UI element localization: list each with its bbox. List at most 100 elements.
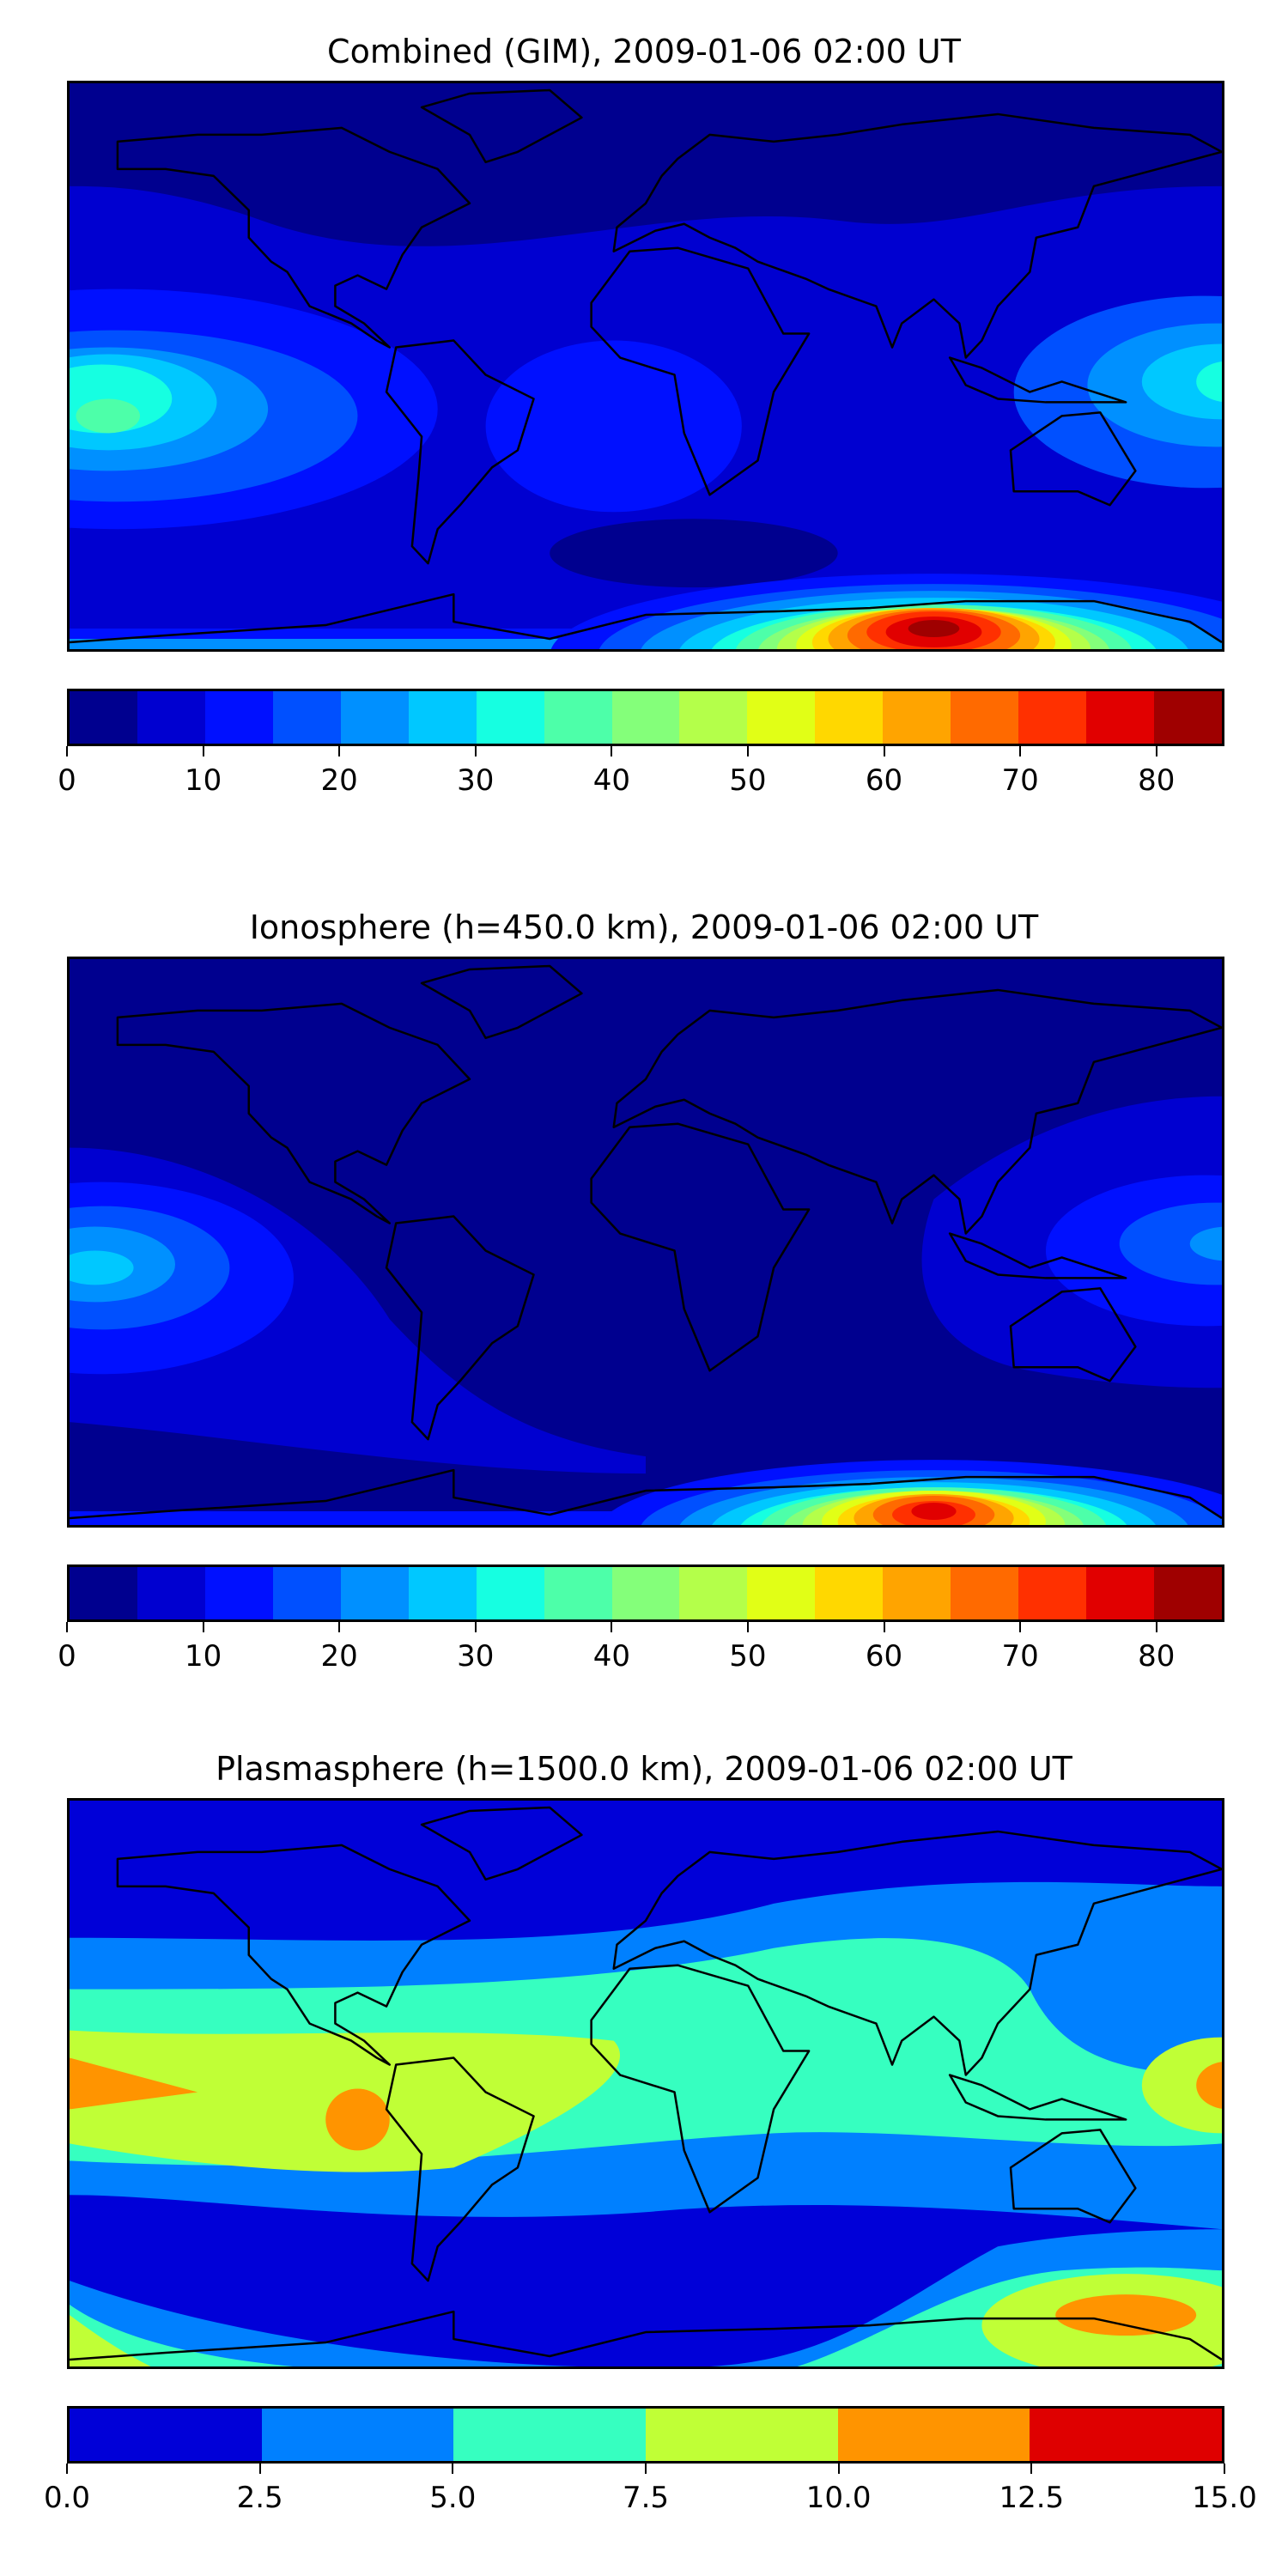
chart-title: Combined (GIM), 2009-01-06 02:00 UT	[327, 33, 961, 70]
tick-mark	[258, 2464, 261, 2474]
contour-fill	[70, 1250, 134, 1285]
tick-label: 30	[457, 763, 495, 798]
chart-title: Ionosphere (h=450.0 km), 2009-01-06 02:0…	[249, 908, 1039, 946]
colorbar-segment	[951, 691, 1019, 744]
colorbar-segment	[340, 1567, 409, 1619]
contour-fill	[550, 519, 838, 588]
colorbar-segment	[1154, 691, 1222, 744]
tick-mark	[837, 2464, 840, 2474]
colorbar-segment	[747, 1567, 816, 1619]
contour-fill	[70, 83, 1222, 246]
tick-mark	[338, 746, 341, 756]
tick-mark	[474, 1622, 477, 1632]
colorbar-ticks: 0 10 20 30 40 50 60 70 80	[58, 1622, 1224, 1691]
colorbar-segment	[408, 1567, 477, 1619]
tick-label: 60	[865, 763, 903, 798]
colorbar-segment	[815, 1567, 884, 1619]
colorbar-segment	[679, 1567, 748, 1619]
colorbar-segment	[137, 1567, 205, 1619]
colorbar-segment	[611, 1567, 680, 1619]
tick-mark	[645, 2464, 647, 2474]
tick-label: 0.0	[43, 2481, 91, 2515]
tec-map	[67, 957, 1224, 1528]
tick-label: 30	[457, 1639, 495, 1674]
colorbar-segment	[340, 691, 409, 744]
tick-label: 20	[320, 1639, 358, 1674]
tick-mark	[66, 2464, 68, 2474]
tick-mark	[66, 746, 68, 756]
tick-label: 5.0	[429, 2481, 477, 2515]
colorbar-segment	[1030, 2409, 1223, 2461]
tick-label: 70	[1001, 1639, 1039, 1674]
tick-label: 10	[184, 1639, 222, 1674]
tec-map	[67, 1798, 1224, 2369]
tick-label: 10	[184, 763, 222, 798]
tick-label: 12.5	[999, 2481, 1065, 2515]
tick-label: 40	[592, 1639, 630, 1674]
tick-mark	[202, 746, 204, 756]
contour-fill	[325, 2088, 390, 2151]
tick-label: 7.5	[622, 2481, 670, 2515]
tick-mark	[746, 746, 749, 756]
colorbar-segment	[272, 1567, 341, 1619]
colorbar-segment	[679, 691, 748, 744]
tick-label: 60	[865, 1639, 903, 1674]
colorbar-segment	[204, 1567, 273, 1619]
colorbar	[67, 689, 1224, 746]
colorbar-segment	[883, 691, 951, 744]
chart-title: Plasmasphere (h=1500.0 km), 2009-01-06 0…	[216, 1750, 1072, 1788]
contour-fill	[70, 2057, 198, 2110]
contour-fill	[911, 1503, 957, 1521]
contour-fill	[1141, 2037, 1222, 2134]
contour-fill	[76, 398, 141, 434]
colorbar-segment	[476, 691, 544, 744]
contour-fill	[1196, 2062, 1222, 2109]
colorbar-segment	[70, 2409, 262, 2461]
colorbar-segment	[611, 691, 680, 744]
tick-label: 20	[320, 763, 358, 798]
tick-mark	[1224, 2464, 1225, 2474]
colorbar-segment	[408, 691, 477, 744]
tick-mark	[474, 746, 477, 756]
tick-label: 50	[729, 1639, 767, 1674]
colorbar-segment	[1018, 691, 1087, 744]
colorbar	[67, 2406, 1224, 2464]
colorbar-segment	[272, 691, 341, 744]
contour-fill	[485, 340, 742, 513]
colorbar	[67, 1564, 1224, 1622]
tick-label: 50	[729, 763, 767, 798]
contour-fill	[1141, 343, 1222, 420]
colorbar-segment	[137, 691, 205, 744]
contour-fill	[70, 2315, 151, 2366]
colorbar-segment	[951, 1567, 1019, 1619]
tick-mark	[611, 746, 613, 756]
tick-mark	[1155, 746, 1157, 756]
contour-fill	[908, 620, 960, 638]
tec-map	[67, 81, 1224, 652]
tick-label: 70	[1001, 763, 1039, 798]
colorbar-segment	[261, 2409, 454, 2461]
colorbar-segment	[815, 691, 884, 744]
colorbar-segment	[747, 691, 816, 744]
tick-mark	[338, 1622, 341, 1632]
colorbar-segment	[70, 1567, 137, 1619]
colorbar-segment	[453, 2409, 647, 2461]
tick-mark	[1019, 1622, 1022, 1632]
tick-mark	[883, 1622, 885, 1632]
tick-label: 15.0	[1192, 2481, 1257, 2515]
tick-label: 10.0	[805, 2481, 872, 2515]
colorbar-ticks: 0.0 2.5 5.0 7.5 10.0 12.5 15.0	[44, 2464, 1257, 2532]
tick-mark	[202, 1622, 204, 1632]
tick-label: 0	[58, 763, 76, 798]
tick-mark	[611, 1622, 613, 1632]
colorbar-segment	[544, 691, 612, 744]
contour-fill	[70, 2305, 294, 2366]
contour-fill	[1119, 1202, 1222, 1285]
tick-mark	[1030, 2464, 1033, 2474]
tick-mark	[452, 2464, 454, 2474]
colorbar-segment	[1018, 1567, 1087, 1619]
colorbar-segment	[1086, 691, 1154, 744]
tick-mark	[883, 746, 885, 756]
contour-fill	[1055, 2294, 1197, 2336]
tick-mark	[1155, 1622, 1157, 1632]
